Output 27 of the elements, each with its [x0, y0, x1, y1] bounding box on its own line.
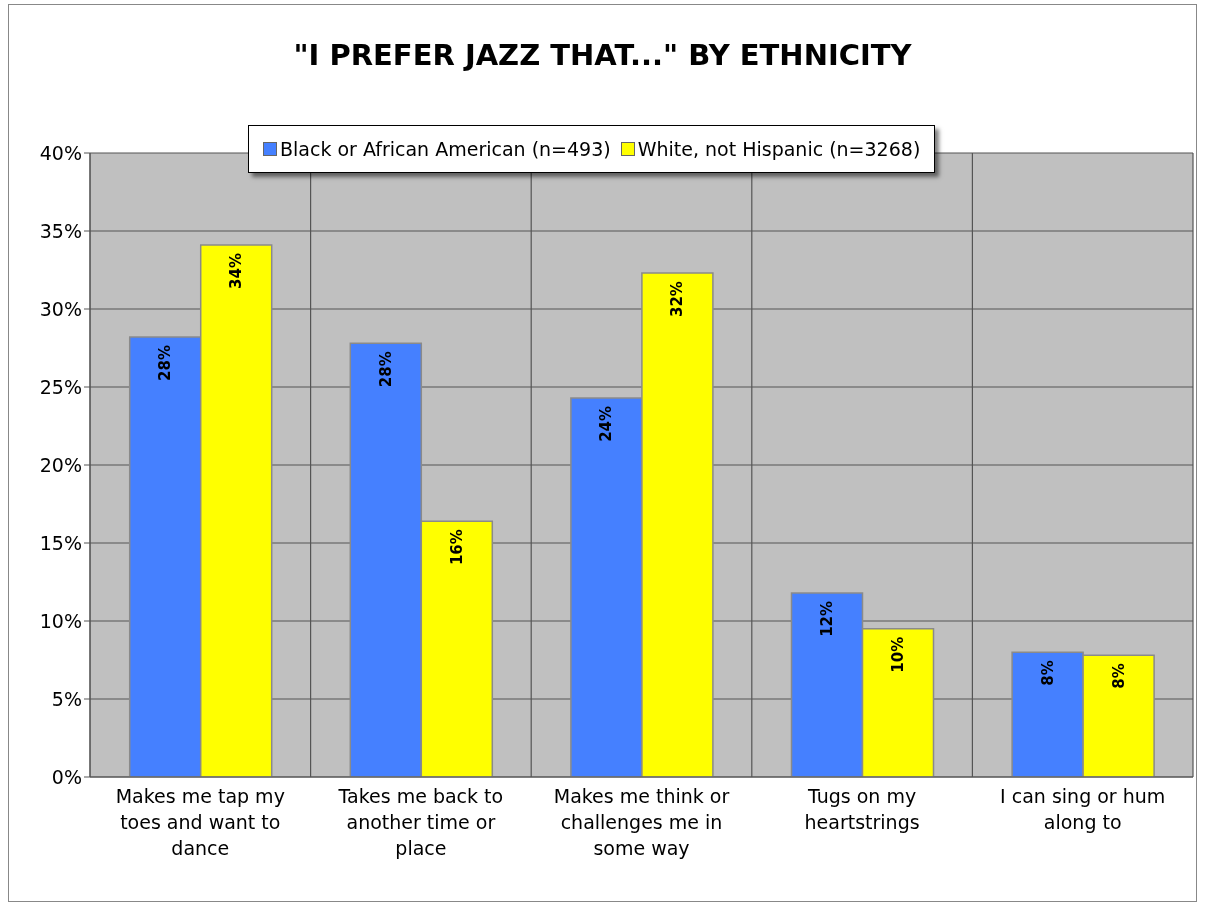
data-label: 32% — [668, 281, 687, 318]
x-tick-label: Makes me think or challenges me in some way — [553, 785, 730, 859]
y-tick-label: 5% — [51, 687, 82, 710]
y-tick-label: 15% — [39, 531, 82, 554]
data-label: 24% — [597, 405, 616, 442]
data-label: 28% — [156, 345, 175, 381]
data-label: 16% — [447, 529, 466, 566]
y-tick-label: 20% — [39, 453, 82, 476]
data-label: 28% — [376, 351, 395, 388]
data-label: 12% — [818, 600, 837, 637]
data-label: 34% — [227, 253, 246, 289]
x-tick-label: I can sing or hum along to — [1000, 785, 1166, 833]
chart-title: "I PREFER JAZZ THAT..." BY ETHNICITY — [292, 38, 913, 72]
y-tick-label: 25% — [39, 375, 82, 398]
y-tick-label: 0% — [51, 765, 82, 788]
data-label: 10% — [889, 636, 908, 673]
y-tick-label: 10% — [39, 609, 82, 632]
y-tick-label: 30% — [39, 297, 82, 320]
legend-label: White, not Hispanic (n=3268) — [637, 138, 921, 160]
data-label: 8% — [1038, 660, 1057, 686]
y-tick-label: 40% — [39, 141, 82, 164]
y-tick-label: 35% — [39, 219, 82, 242]
data-label: 8% — [1109, 663, 1128, 689]
x-tick-label: Takes me back to another time or place — [337, 785, 504, 859]
x-tick-label: Tugs on my heartstrings — [804, 785, 920, 833]
x-tick-label: Makes me tap my toes and want to dance — [115, 785, 285, 859]
legend-label: Black or African American (n=493) — [280, 138, 611, 160]
